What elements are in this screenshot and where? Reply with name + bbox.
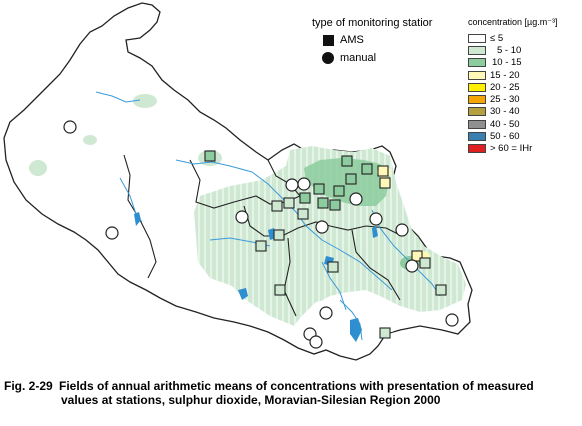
legend-color-swatch xyxy=(468,82,486,92)
ams-station xyxy=(345,173,357,185)
legend-ams: AMS xyxy=(323,34,364,46)
manual-station xyxy=(395,223,409,237)
manual-station xyxy=(349,192,363,206)
ams-station xyxy=(341,155,353,167)
legend-class-row: 5 - 10 xyxy=(468,44,532,56)
legend-color-swatch xyxy=(468,144,486,154)
ams-station xyxy=(204,150,216,162)
manual-station xyxy=(105,226,119,240)
ams-station xyxy=(377,165,389,177)
ams-station xyxy=(379,327,391,339)
legend-class-row: > 60 = IHr xyxy=(468,143,532,155)
legend-color-swatch xyxy=(468,95,486,105)
legend-color-swatch xyxy=(468,58,486,68)
manual-stations xyxy=(63,120,459,349)
field-5-10-north xyxy=(133,94,157,108)
legend-class-row: 40 - 50 xyxy=(468,118,532,130)
ams-station xyxy=(273,229,285,241)
legend-class-row: 15 - 20 xyxy=(468,69,532,81)
legend-class-row: 25 - 30 xyxy=(468,93,532,105)
ams-station xyxy=(255,240,267,252)
legend-class-label: 15 - 20 xyxy=(490,69,520,81)
caption-line1: Fields of annual arithmetic means of con… xyxy=(59,379,534,393)
ams-station xyxy=(379,177,391,189)
manual-station xyxy=(445,313,459,327)
field-5-10-nw xyxy=(83,135,97,145)
legend-color-swatch xyxy=(468,107,486,117)
manual-station xyxy=(369,212,383,226)
legend-class-row: 20 - 25 xyxy=(468,81,532,93)
ams-station xyxy=(317,197,329,209)
ams-station xyxy=(327,261,339,273)
legend-class-label: 10 - 15 xyxy=(492,57,522,69)
figure-caption: Fig. 2-29 Fields of annual arithmetic mea… xyxy=(4,379,580,407)
legend-class-row: ≤ 5 xyxy=(468,32,532,44)
legend-class-label: 25 - 30 xyxy=(490,94,520,106)
legend-color-swatch xyxy=(468,132,486,142)
legend-color-swatch xyxy=(468,33,486,43)
legend-class-label: > 60 = IHr xyxy=(490,143,533,155)
ams-station xyxy=(274,284,286,296)
legend-class-row: 10 - 15 xyxy=(468,57,532,69)
manual-station xyxy=(405,259,419,273)
field-5-10-main xyxy=(194,146,466,326)
ams-station xyxy=(419,257,431,269)
legend-class-row: 50 - 60 xyxy=(468,130,532,142)
caption-line2: values at stations, sulphur dioxide, Mor… xyxy=(61,393,441,407)
ams-station xyxy=(361,163,373,175)
manual-station xyxy=(297,177,311,191)
legend-class-label: ≤ 5 xyxy=(490,32,504,44)
manual-station xyxy=(285,178,299,192)
circle-symbol-icon xyxy=(322,52,334,64)
manual-station xyxy=(235,210,249,224)
legend-class-label: 30 - 40 xyxy=(490,106,520,118)
ams-station xyxy=(313,183,325,195)
legend-color-swatch xyxy=(468,70,486,80)
legend-color-swatch xyxy=(468,119,486,129)
legend-class-label: 20 - 25 xyxy=(490,81,520,93)
manual-station xyxy=(309,335,323,349)
ams-station xyxy=(329,199,341,211)
ams-station xyxy=(299,192,311,204)
ams-station xyxy=(333,185,345,197)
manual-station xyxy=(319,306,333,320)
square-symbol-icon xyxy=(323,34,334,46)
legend-manual-label: manual xyxy=(340,52,377,64)
caption-number: Fig. 2-29 xyxy=(4,379,53,393)
concentration-legend-title: concentration [µg.m⁻³] xyxy=(468,17,558,27)
ams-station xyxy=(411,250,423,262)
ams-stations xyxy=(204,150,447,339)
ams-station xyxy=(271,200,283,212)
ams-station xyxy=(283,197,295,209)
legend-class-row: 30 - 40 xyxy=(468,106,532,118)
legend-class-label: 40 - 50 xyxy=(490,118,520,130)
legend-class-label: 5 - 10 xyxy=(497,44,522,56)
legend-manual: manual xyxy=(322,52,376,64)
legend-ams-label: AMS xyxy=(340,34,364,46)
station-legend-title: type of monitoring statior xyxy=(312,17,433,29)
manual-station xyxy=(315,220,329,234)
field-5-10-west xyxy=(29,160,47,176)
ams-station xyxy=(297,208,309,220)
legend-class-label: 50 - 60 xyxy=(490,131,520,143)
manual-station xyxy=(63,120,77,134)
legend-color-swatch xyxy=(468,45,486,55)
ams-station xyxy=(435,284,447,296)
